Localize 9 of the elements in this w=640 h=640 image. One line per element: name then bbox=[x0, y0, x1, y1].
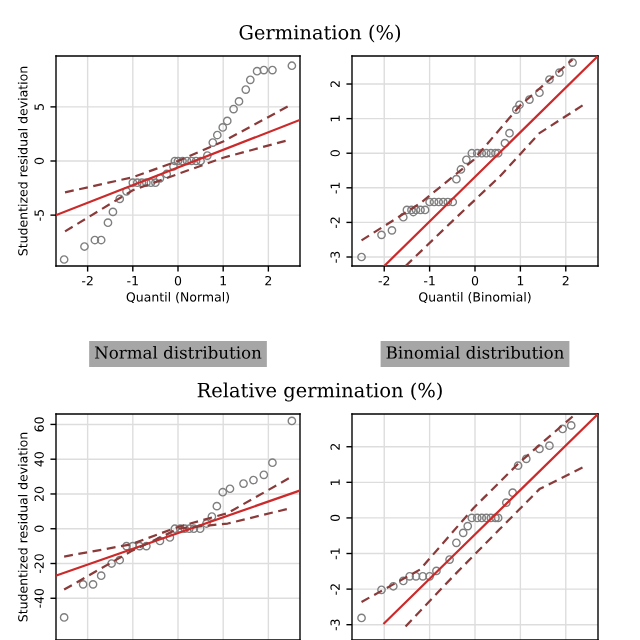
line-series bbox=[404, 464, 588, 628]
text: Binomial distribution bbox=[386, 345, 564, 359]
line-series bbox=[360, 58, 574, 242]
chart-title: Relative germination (%) bbox=[197, 382, 442, 402]
line-series bbox=[360, 415, 574, 604]
text: Normal distribution bbox=[94, 345, 262, 359]
line-series bbox=[404, 101, 588, 266]
chart-title: Germination (%) bbox=[239, 24, 401, 43]
line-series bbox=[63, 103, 293, 194]
